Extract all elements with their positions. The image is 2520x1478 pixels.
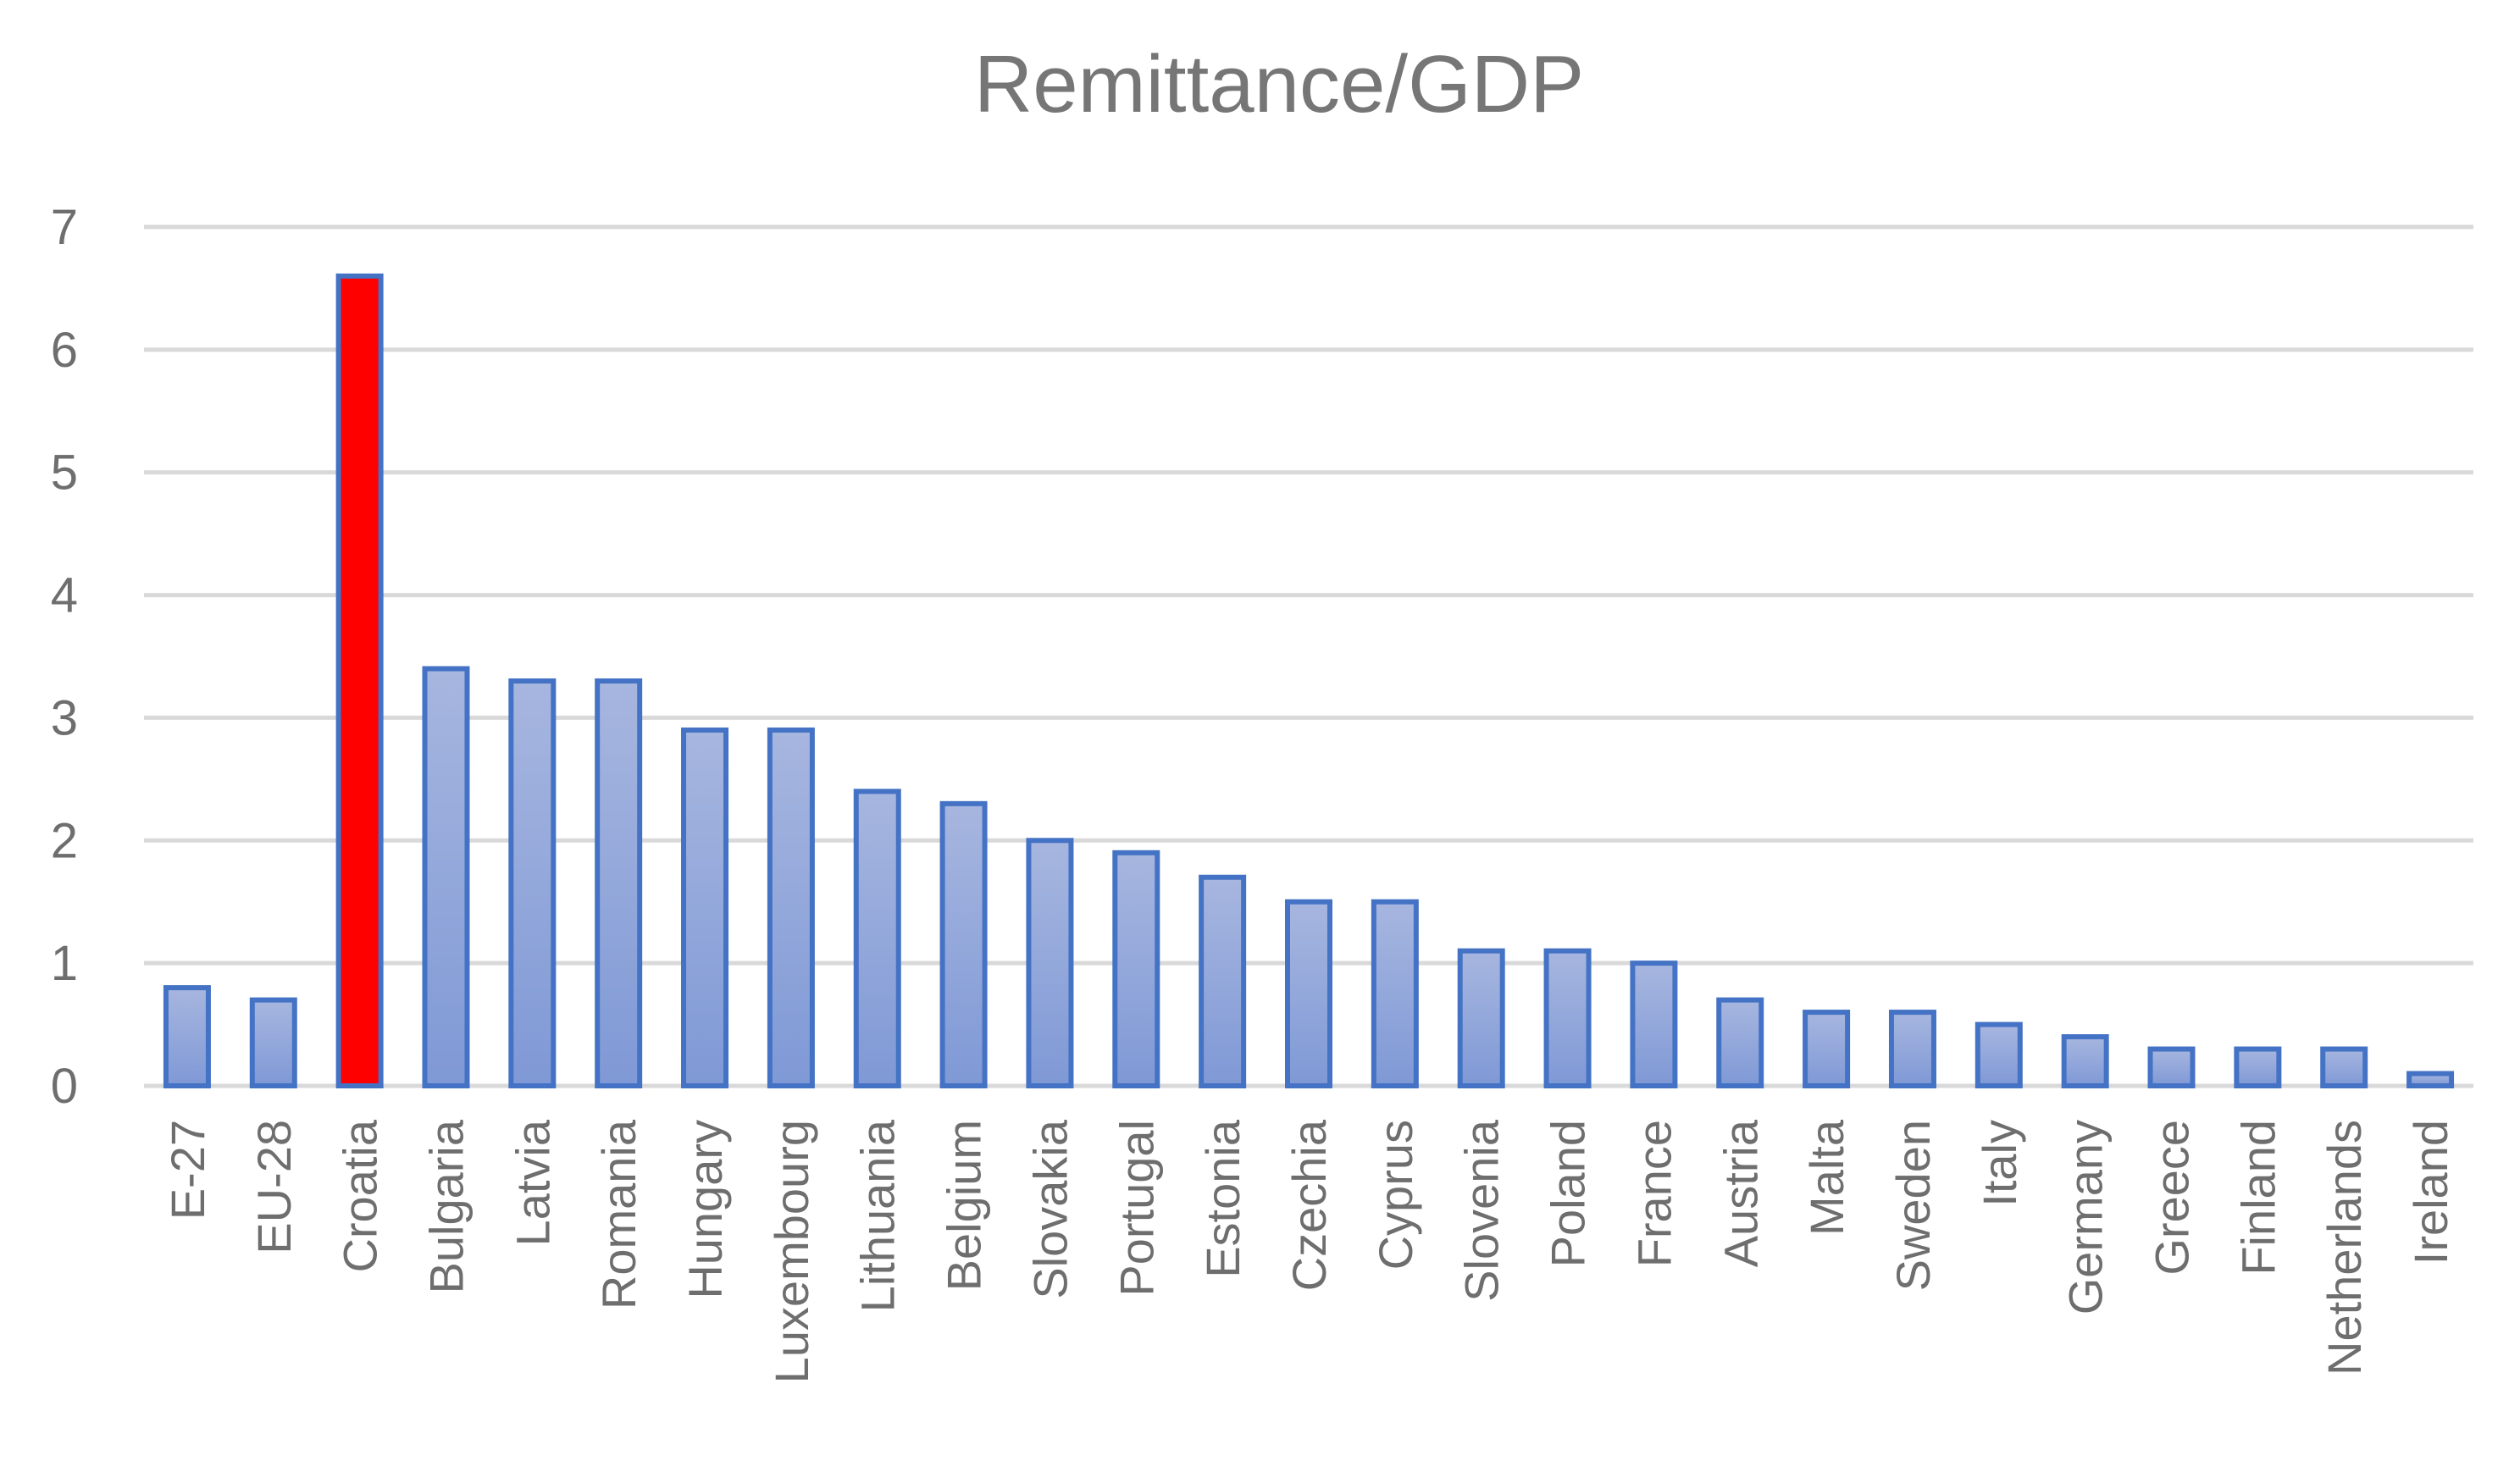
bar-poland <box>1543 948 1592 1088</box>
bar-czechia <box>1285 899 1332 1088</box>
x-tick-label: Cyprus <box>1369 1120 1422 1270</box>
x-tick-label: Netherlands <box>2318 1120 2371 1376</box>
bar-france <box>1630 960 1678 1088</box>
bar-croatia <box>335 273 384 1088</box>
bar-finland <box>2234 1046 2282 1088</box>
x-tick-label: Romania <box>592 1119 645 1309</box>
x-tick-label: Greece <box>2146 1120 2199 1276</box>
x-tick-label: Slovenia <box>1455 1119 1509 1302</box>
bar-estonia <box>1199 874 1247 1088</box>
x-tick-label: Portugal <box>1110 1120 1163 1297</box>
y-tick-label: 2 <box>51 813 78 868</box>
x-tick-label: Belgium <box>938 1120 991 1291</box>
x-tick-label: Hungary <box>678 1120 732 1299</box>
y-tick-label: 6 <box>51 323 78 378</box>
bar-netherlands <box>2320 1046 2368 1088</box>
y-tick-label: 4 <box>51 568 78 623</box>
x-tick-label: Latvia <box>506 1119 559 1246</box>
bar-belgium <box>939 800 988 1088</box>
x-tick-label: Finland <box>2231 1120 2285 1276</box>
bar-slovakia <box>1026 838 1074 1088</box>
x-tick-label: Lithuania <box>851 1119 905 1312</box>
x-axis-ticks: E-27 EU-28 Croatia Bulgaria Latvia Romania Hun… <box>161 1119 2457 1383</box>
y-tick-label: 7 <box>51 200 78 255</box>
bar-slovenia <box>1457 948 1505 1088</box>
x-tick-label: Poland <box>1542 1120 1595 1267</box>
y-axis-ticks: 0 1 2 3 4 5 6 7 <box>51 200 78 1114</box>
bar-sweden <box>1888 1010 1936 1088</box>
x-tick-label: France <box>1627 1120 1681 1267</box>
y-tick-label: 1 <box>51 936 78 991</box>
x-tick-label: Slovakia <box>1023 1119 1077 1299</box>
x-tick-label: Italy <box>1973 1120 2026 1207</box>
bar-lithuania <box>853 789 901 1088</box>
x-tick-label: Bulgaria <box>419 1119 473 1293</box>
bar-luxembourg <box>767 727 815 1089</box>
x-tick-label: EU-28 <box>247 1120 301 1254</box>
bar-bulgaria <box>422 666 470 1088</box>
bar-romania <box>595 678 643 1088</box>
chart-title: Remittance/GDP <box>974 39 1584 130</box>
bar-germany <box>2061 1034 2109 1088</box>
bars <box>163 273 2455 1089</box>
x-tick-label: Ireland <box>2404 1120 2457 1265</box>
x-tick-label: Croatia <box>334 1119 387 1272</box>
bar-austria <box>1716 997 1764 1088</box>
bar-greece <box>2147 1046 2196 1088</box>
x-tick-label: Austria <box>1714 1119 1767 1267</box>
x-tick-label: Czechia <box>1282 1119 1336 1291</box>
x-tick-label: Sweden <box>1886 1120 1940 1291</box>
x-tick-label: Malta <box>1800 1119 1853 1236</box>
x-tick-label: Germany <box>2059 1120 2113 1315</box>
bar-ireland <box>2406 1071 2455 1088</box>
bar-italy <box>1974 1021 2023 1088</box>
x-tick-label: Estonia <box>1196 1119 1249 1278</box>
bar-hungary <box>681 727 729 1089</box>
bar-cyprus <box>1371 899 1419 1088</box>
y-tick-label: 3 <box>51 690 78 745</box>
y-tick-label: 5 <box>51 446 78 501</box>
bar-e-27 <box>163 985 211 1088</box>
bar-latvia <box>508 678 557 1088</box>
x-tick-label: Luxembourg <box>765 1120 818 1383</box>
bar-malta <box>1803 1010 1851 1088</box>
bar-portugal <box>1112 850 1160 1088</box>
y-tick-label: 0 <box>51 1059 78 1114</box>
x-tick-label: E-27 <box>161 1120 214 1220</box>
bar-eu-28 <box>249 997 297 1088</box>
